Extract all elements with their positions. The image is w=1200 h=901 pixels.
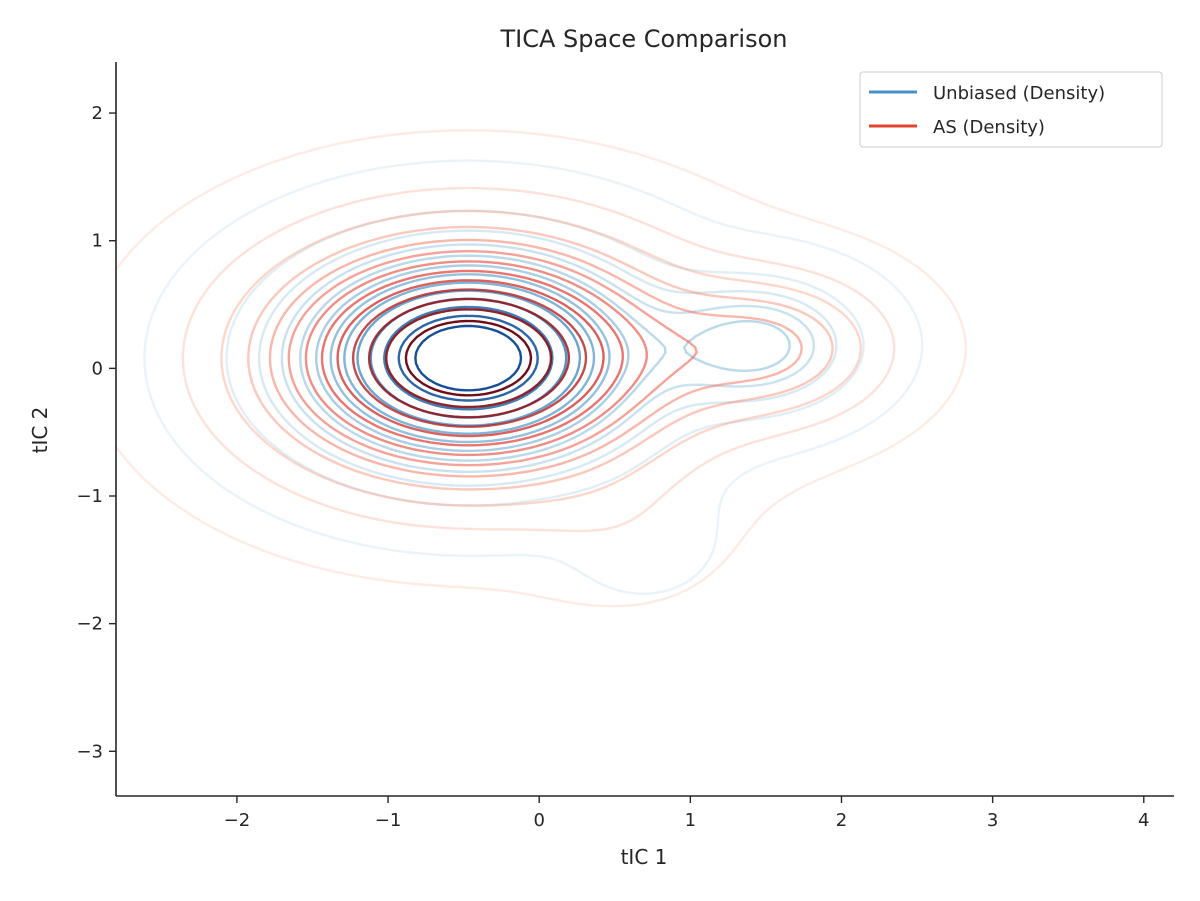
chart-title: TICA Space Comparison <box>499 25 787 53</box>
y-tick-label: −3 <box>76 741 103 762</box>
contour-level <box>114 129 967 608</box>
contour-level <box>304 260 648 457</box>
contour-level <box>397 314 539 402</box>
legend-label-unbiased: Unbiased (Density) <box>933 83 1105 104</box>
y-ticks: −3 −2 −1 0 1 2 <box>76 103 116 762</box>
x-tick-label: 0 <box>533 810 544 831</box>
legend-frame <box>859 71 1163 148</box>
contour-level <box>220 209 862 507</box>
contour-level <box>383 305 554 411</box>
y-tick-label: −2 <box>76 614 103 635</box>
contour-level <box>257 229 838 487</box>
contour-level <box>315 264 630 453</box>
contour-level <box>367 297 571 419</box>
contour-series-as <box>114 129 967 608</box>
contour-level <box>268 238 803 478</box>
contour-level <box>385 308 553 409</box>
contour-layer <box>114 129 967 608</box>
y-axis-title: tIC 2 <box>28 407 52 454</box>
contour-level <box>181 186 896 533</box>
contour-level <box>414 324 523 392</box>
contour-level <box>287 250 698 467</box>
contour-level <box>343 281 596 435</box>
contour-level <box>404 319 533 397</box>
contour-series-unbiased <box>143 159 924 595</box>
y-tick-label: 0 <box>92 358 103 379</box>
x-tick-label: −2 <box>224 810 251 831</box>
y-tick-label: 2 <box>92 103 103 124</box>
contour-level <box>351 288 588 428</box>
y-tick-label: −1 <box>76 486 103 507</box>
contour-level <box>336 279 605 438</box>
x-tick-label: 3 <box>987 810 998 831</box>
x-axis-title: tIC 1 <box>621 845 668 869</box>
x-tick-label: −1 <box>375 810 402 831</box>
legend-label-as: AS (Density) <box>933 117 1045 138</box>
contour-level <box>329 273 611 444</box>
contour-level <box>320 269 624 447</box>
x-ticks: −2 −1 0 1 2 3 4 <box>224 796 1149 831</box>
legend: Unbiased (Density) AS (Density) <box>859 71 1163 148</box>
contour-level <box>225 209 865 507</box>
y-tick-label: 1 <box>92 231 103 252</box>
contour-level <box>356 289 582 427</box>
contour-level <box>247 225 834 491</box>
x-tick-label: 1 <box>685 810 696 831</box>
contour-level <box>280 243 816 473</box>
x-tick-label: 4 <box>1138 810 1149 831</box>
contour-level <box>143 159 924 595</box>
x-tick-label: 2 <box>836 810 847 831</box>
contour-level <box>299 254 791 462</box>
axes <box>115 62 1174 797</box>
